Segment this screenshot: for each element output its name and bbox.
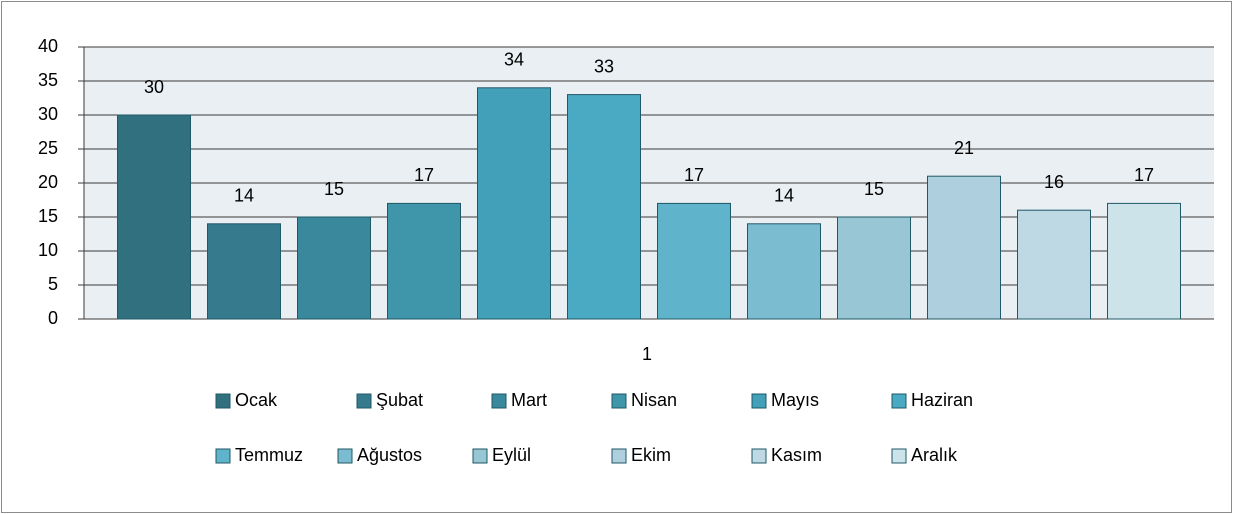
- y-tick-label: 0: [48, 308, 58, 328]
- legend-swatch: [751, 393, 767, 409]
- data-label: 14: [234, 186, 254, 206]
- data-label: 14: [774, 186, 794, 206]
- legend-label: Şubat: [376, 390, 423, 410]
- legend-swatch: [215, 448, 231, 464]
- y-tick-label: 35: [38, 70, 58, 90]
- bar: [927, 175, 1001, 320]
- x-tick-label: 1: [642, 344, 652, 364]
- y-tick-label: 5: [48, 274, 58, 294]
- data-label: 17: [684, 165, 704, 185]
- legend-swatch: [891, 448, 907, 464]
- legend-swatch: [611, 393, 627, 409]
- y-tick-label: 10: [38, 240, 58, 260]
- bar: [747, 223, 821, 320]
- bar: [1017, 209, 1091, 320]
- legend-label: Temmuz: [235, 445, 303, 465]
- y-tick-label: 15: [38, 206, 58, 226]
- legend-label: Ocak: [235, 390, 278, 410]
- bar: [297, 216, 371, 320]
- bar: [1107, 202, 1181, 320]
- legend-label: Mart: [511, 390, 547, 410]
- bar: [387, 202, 461, 320]
- bar: [117, 114, 191, 320]
- legend-label: Ekim: [631, 445, 671, 465]
- legend-swatch: [491, 393, 507, 409]
- legend-label: Kasım: [771, 445, 822, 465]
- legend-swatch: [891, 393, 907, 409]
- data-label: 16: [1044, 172, 1064, 192]
- legend-label: Haziran: [911, 390, 973, 410]
- legend-swatch: [356, 393, 372, 409]
- legend-swatch: [337, 448, 353, 464]
- data-label: 17: [414, 165, 434, 185]
- data-label: 15: [324, 179, 344, 199]
- data-label: 34: [504, 50, 524, 70]
- data-label: 17: [1134, 165, 1154, 185]
- y-tick-label: 30: [38, 104, 58, 124]
- bar: [567, 94, 641, 320]
- data-label: 33: [594, 56, 614, 76]
- bar: [657, 202, 731, 320]
- data-label: 21: [954, 138, 974, 158]
- data-label: 30: [144, 77, 164, 97]
- legend-label: Aralık: [911, 445, 958, 465]
- data-label: 15: [864, 179, 884, 199]
- bar: [477, 87, 551, 320]
- y-tick-label: 40: [38, 36, 58, 56]
- legend-label: Mayıs: [771, 390, 819, 410]
- y-tick-label: 25: [38, 138, 58, 158]
- legend-swatch: [472, 448, 488, 464]
- y-tick-label: 20: [38, 172, 58, 192]
- legend-label: Nisan: [631, 390, 677, 410]
- legend-swatch: [215, 393, 231, 409]
- bar: [207, 223, 281, 320]
- legend-label: Eylül: [492, 445, 531, 465]
- legend-label: Ağustos: [357, 445, 422, 465]
- bar: [837, 216, 911, 320]
- legend-swatch: [611, 448, 627, 464]
- legend-swatch: [751, 448, 767, 464]
